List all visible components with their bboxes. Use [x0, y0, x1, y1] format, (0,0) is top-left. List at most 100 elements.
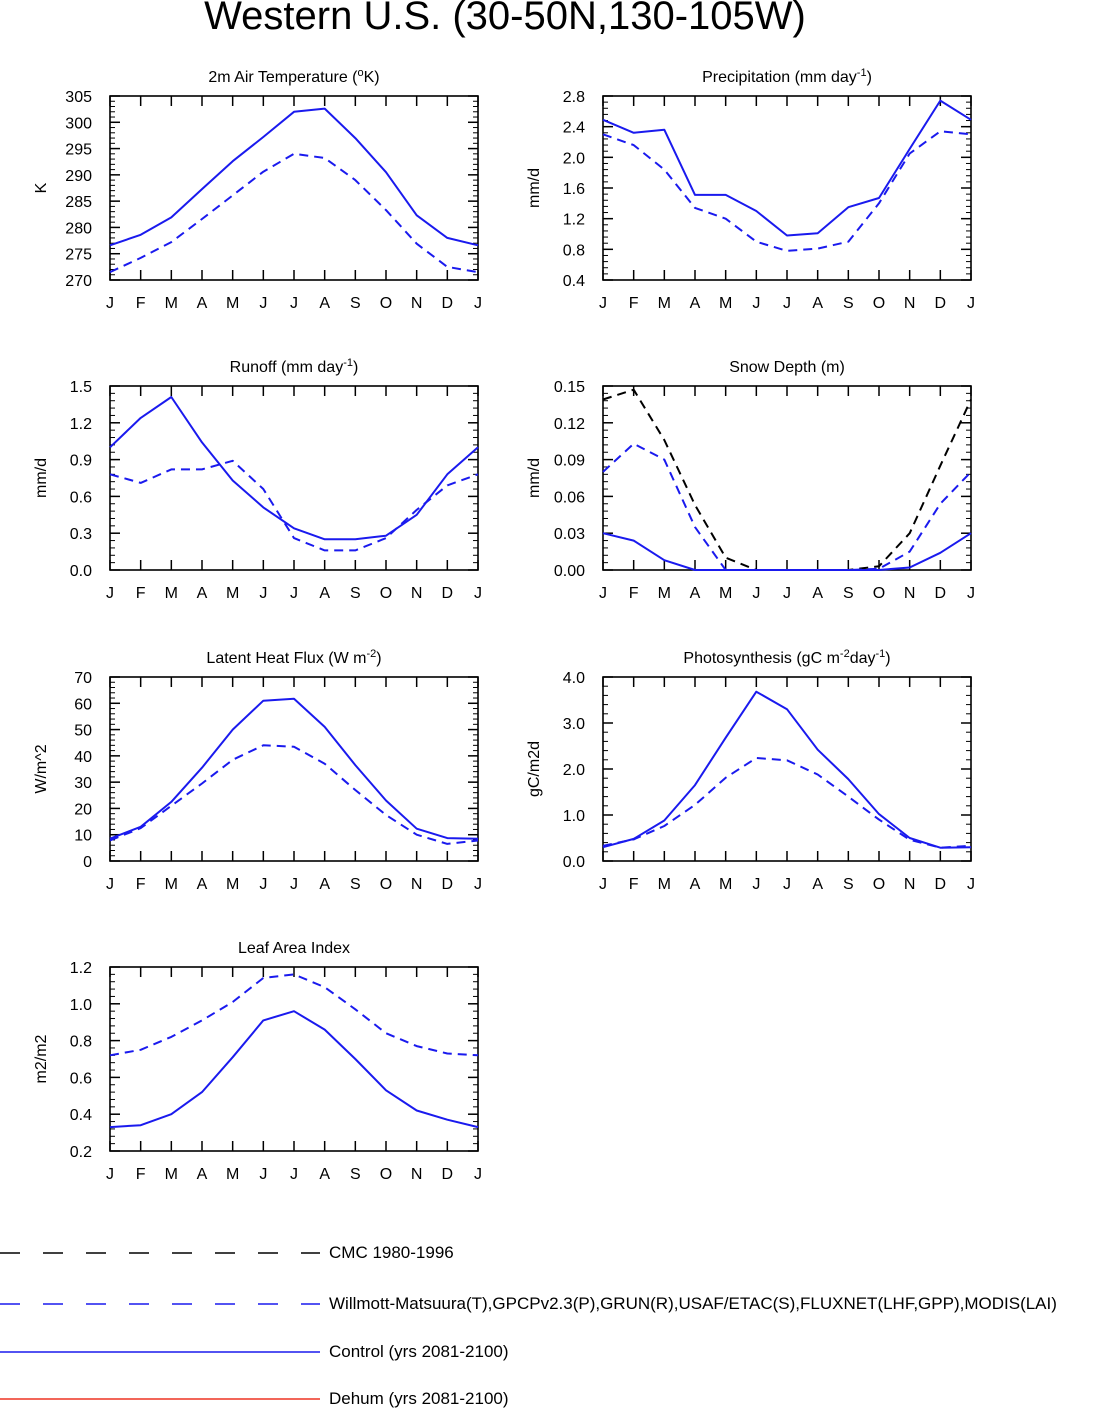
y-tick-label: 0.2	[70, 1144, 92, 1161]
y-tick-label: 270	[65, 273, 92, 290]
x-tick-label: J	[290, 1166, 298, 1183]
x-tick-label: A	[690, 295, 701, 312]
x-tick-label: F	[629, 295, 639, 312]
panel-lhf: 0 10 20 30 40 50 60 70 J F M A M J J A S O N D J Latent Heat …	[33, 648, 482, 893]
x-tick-label: J	[599, 295, 607, 312]
legend-swatch-dehum	[0, 1398, 320, 1400]
x-tick-label: O	[380, 1166, 392, 1183]
x-tick-label: S	[350, 1166, 361, 1183]
y-tick-label: 70	[74, 670, 92, 687]
y-tick-label: 0.8	[563, 242, 585, 259]
legend-item-cmc: CMC 1980-1996	[0, 1241, 1117, 1265]
y-tick-label: 0.4	[70, 1107, 92, 1124]
y-tick-label: 0.8	[70, 1034, 92, 1051]
plot-frame	[602, 676, 972, 862]
x-tick-label: J	[783, 876, 791, 893]
x-tick-label: J	[474, 295, 482, 312]
y-tick-label: 0.9	[70, 453, 92, 470]
panel-temp: 270 275 280 285 290 295 300 305 J F M A M J J A S O N D J 2m …	[33, 67, 482, 312]
x-tick-label: D	[442, 295, 454, 312]
y-tick-label: 275	[65, 247, 92, 264]
x-tick-label: M	[226, 585, 239, 602]
x-tick-label: O	[873, 876, 885, 893]
y-tick-label: 290	[65, 168, 92, 185]
y-tick-label: 280	[65, 220, 92, 237]
x-tick-label: D	[935, 295, 947, 312]
series-line-reference	[602, 388, 972, 571]
x-tick-label: F	[136, 1166, 146, 1183]
y-axis-label: m2/m2	[33, 1034, 50, 1083]
panel-title: Runoff (mm day-1)	[230, 357, 359, 376]
y-tick-label: 0	[83, 854, 92, 871]
title-text: Latent Heat Flux (W m	[206, 650, 366, 667]
y-tick-label: 1.0	[563, 808, 585, 825]
title-text: Leaf Area Index	[238, 940, 350, 957]
y-tick-label: 285	[65, 194, 92, 211]
x-tick-label: J	[752, 295, 760, 312]
x-tick-label: J	[599, 585, 607, 602]
x-tick-label: A	[319, 876, 330, 893]
x-tick-label: A	[319, 1166, 330, 1183]
y-tick-label: 0.0	[563, 854, 585, 871]
series-line-reference	[109, 744, 479, 845]
y-tick-label: 30	[74, 775, 92, 792]
panel-title: Photosynthesis (gC m-2day-1)	[683, 648, 890, 667]
x-tick-label: A	[812, 876, 823, 893]
title-text: K)	[364, 69, 380, 86]
x-tick-label: N	[411, 876, 423, 893]
y-tick-label: 0.6	[70, 489, 92, 506]
x-tick-label: J	[259, 1166, 267, 1183]
x-tick-label: J	[474, 1166, 482, 1183]
y-tick-label: 2.8	[563, 89, 585, 106]
panel-title: Snow Depth (m)	[729, 359, 845, 376]
x-tick-label: M	[165, 1166, 178, 1183]
x-tick-label: A	[319, 585, 330, 602]
x-tick-label: A	[812, 585, 823, 602]
x-tick-label: M	[165, 295, 178, 312]
x-tick-label: S	[350, 876, 361, 893]
series-line-reference	[109, 152, 479, 274]
y-tick-label: 0.6	[70, 1070, 92, 1087]
y-axis-label: mm/d	[526, 168, 543, 208]
y-tick-label: 1.0	[70, 997, 92, 1014]
legend-label-cmc: CMC 1980-1996	[329, 1243, 454, 1262]
x-tick-label: O	[380, 876, 392, 893]
legend-label-dehum: Dehum (yrs 2081-2100)	[329, 1389, 509, 1408]
y-tick-label: 0.09	[554, 453, 585, 470]
x-tick-label: A	[197, 295, 208, 312]
x-tick-label: D	[442, 585, 454, 602]
x-tick-label: J	[106, 585, 114, 602]
x-tick-label: J	[967, 295, 975, 312]
title-superscript: o	[357, 67, 363, 79]
panel-snow: 0.00 0.03 0.06 0.09 0.12 0.15 J F M A M J J A S O N D J Sno…	[526, 359, 975, 602]
title-superscript: -1	[343, 357, 353, 369]
x-tick-label: J	[599, 876, 607, 893]
y-axis-label: mm/d	[33, 458, 50, 498]
title-text: Runoff (mm day	[230, 359, 344, 376]
x-tick-label: J	[474, 876, 482, 893]
y-tick-label: 50	[74, 723, 92, 740]
title-text: Photosynthesis (gC m	[683, 650, 840, 667]
y-tick-label: 0.15	[554, 379, 585, 396]
x-tick-label: J	[259, 585, 267, 602]
title-text: )	[885, 650, 890, 667]
x-tick-label: J	[290, 585, 298, 602]
legend-swatch-cmc	[0, 1252, 320, 1254]
y-tick-label: 300	[65, 115, 92, 132]
legend-item-observations: Willmott-Matsuura(T),GPCPv2.3(P),GRUN(R)…	[0, 1292, 1117, 1316]
y-axis-label: K	[33, 182, 50, 193]
y-axis-label: gC/m2d	[526, 741, 543, 797]
series-line-control	[109, 396, 479, 541]
panel-title: Precipitation (mm day-1)	[702, 67, 872, 86]
x-tick-label: M	[226, 876, 239, 893]
x-tick-label: N	[904, 585, 916, 602]
x-tick-label: M	[719, 585, 732, 602]
legend-swatch-observations	[0, 1303, 320, 1305]
x-tick-label: N	[411, 295, 423, 312]
series-line-reference	[109, 973, 479, 1057]
title-text: Precipitation (mm day	[702, 69, 857, 86]
legend-label-control: Control (yrs 2081-2100)	[329, 1342, 509, 1361]
x-tick-label: O	[380, 295, 392, 312]
x-tick-label: J	[259, 876, 267, 893]
